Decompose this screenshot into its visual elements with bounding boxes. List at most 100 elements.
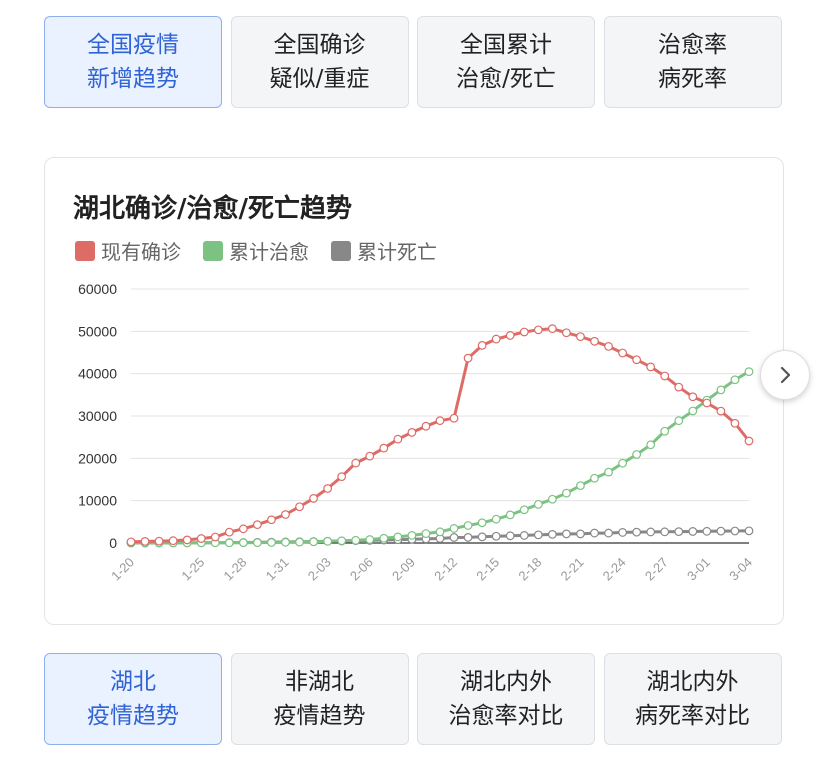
- data-point: [238, 538, 248, 548]
- next-chart-button[interactable]: [760, 350, 810, 400]
- top-tab-label: 全国疫情: [87, 32, 179, 58]
- data-point: [281, 537, 290, 547]
- x-tick-label: 1-20: [108, 555, 137, 584]
- data-point: [463, 533, 473, 542]
- series-line: [130, 327, 751, 544]
- data-point: [323, 484, 333, 493]
- y-tick-label: 10000: [78, 493, 117, 509]
- data-point: [309, 494, 318, 503]
- chevron-right-icon: [780, 366, 791, 384]
- legend-item[interactable]: 现有确诊: [75, 236, 181, 265]
- data-point: [533, 499, 543, 509]
- data-point: [351, 458, 361, 468]
- data-point: [674, 416, 684, 426]
- data-point: [646, 440, 656, 450]
- data-point: [562, 328, 571, 338]
- data-point: [632, 527, 642, 537]
- legend-item[interactable]: 累计治愈: [203, 236, 309, 265]
- bottom-tab-2[interactable]: 非湖北 疫情趋势: [230, 653, 409, 745]
- data-point: [365, 535, 375, 544]
- data-point: [477, 518, 487, 528]
- data-point: [435, 416, 445, 426]
- data-point: [463, 353, 473, 363]
- chart-title: 湖北确诊/治愈/死亡趋势: [73, 194, 352, 224]
- data-point: [604, 467, 613, 477]
- data-point: [140, 537, 150, 546]
- data-point: [295, 537, 304, 547]
- data-point: [590, 528, 599, 538]
- x-tick-label: 1-25: [178, 555, 207, 584]
- data-point: [505, 531, 515, 541]
- data-point: [505, 331, 515, 340]
- data-point: [632, 450, 642, 459]
- data-point: [477, 341, 487, 350]
- data-point: [309, 537, 318, 547]
- data-point: [449, 524, 459, 533]
- top-tab-4[interactable]: 治愈率 病死率: [603, 16, 782, 108]
- bottom-tab-1[interactable]: 湖北 疫情趋势: [44, 653, 222, 745]
- data-point: [182, 535, 192, 545]
- y-tick-label: 40000: [78, 366, 117, 382]
- data-point: [576, 481, 585, 491]
- bottom-tab-label: 病死率对比: [635, 703, 750, 729]
- legend-swatch: [331, 240, 351, 261]
- top-tab-1[interactable]: 全国疫情 新增趋势: [44, 16, 222, 108]
- x-tick-label: 2-18: [515, 555, 544, 584]
- data-point: [421, 421, 431, 431]
- data-point: [618, 348, 627, 358]
- data-point: [744, 436, 754, 446]
- top-tab-label: 疑似/重症: [269, 66, 370, 92]
- top-tab-3[interactable]: 全国累计治愈/死亡: [417, 16, 595, 108]
- x-tick-label: 2-15: [473, 555, 502, 584]
- data-point: [281, 510, 290, 519]
- data-point: [688, 392, 698, 402]
- top-tab-2[interactable]: 全国确诊疑似/重症: [230, 16, 409, 108]
- data-point: [576, 529, 585, 539]
- top-tab-label: 新增趋势: [87, 66, 179, 92]
- bottom-tab-label: 湖北: [110, 669, 156, 695]
- data-point: [379, 533, 389, 543]
- x-tick-label: 2-24: [600, 555, 629, 584]
- data-point: [238, 524, 248, 534]
- data-point: [547, 494, 557, 504]
- bottom-tab-label: 非湖北: [285, 669, 354, 695]
- bottom-tab-label: 疫情趋势: [273, 703, 366, 729]
- data-point: [618, 458, 627, 468]
- data-point: [435, 527, 445, 537]
- y-tick-label: 30000: [78, 408, 117, 424]
- data-point: [618, 528, 627, 537]
- y-tick-label: 0: [109, 535, 117, 551]
- top-tab-label: 全国累计: [460, 32, 552, 58]
- data-point: [505, 510, 515, 520]
- data-point: [224, 527, 234, 537]
- data-point: [646, 362, 656, 372]
- data-point: [533, 325, 543, 335]
- data-point: [463, 521, 473, 530]
- data-point: [365, 451, 375, 461]
- data-point: [154, 536, 164, 546]
- data-point: [224, 538, 234, 548]
- data-point: [702, 398, 712, 408]
- data-point: [267, 538, 276, 547]
- bottom-tab-3[interactable]: 湖北内外 治愈率对比: [417, 653, 595, 745]
- data-point: [660, 426, 670, 436]
- bottom-tab-label: 湖北内外: [646, 669, 739, 695]
- data-point: [674, 527, 684, 537]
- bottom-tab-label: 治愈率对比: [448, 703, 564, 729]
- top-tab-label: 全国确诊: [273, 32, 366, 58]
- data-point: [744, 526, 754, 536]
- legend-item[interactable]: 累计死亡: [331, 236, 437, 265]
- data-point: [351, 535, 361, 545]
- data-point: [590, 336, 599, 346]
- chart-card: 湖北确诊/治愈/死亡趋势 现有确诊 累计治愈 累计死亡 0 10000 20000 300…: [44, 157, 784, 625]
- x-tick-label: 2-09: [389, 555, 418, 584]
- data-point: [716, 406, 726, 416]
- data-point: [196, 534, 206, 543]
- line-chart: 0 10000 20000 30000 40000 50000 60000 1-20 1-25 1…: [78, 281, 755, 584]
- bottom-tab-label: 湖北内外: [460, 669, 552, 695]
- bottom-tab-4[interactable]: 湖北内外 病死率对比: [603, 653, 782, 745]
- data-point: [547, 530, 557, 539]
- x-tick-label: 2-06: [347, 555, 376, 584]
- top-tab-label: 治愈/死亡: [456, 66, 556, 92]
- x-tick-label: 2-03: [305, 555, 334, 584]
